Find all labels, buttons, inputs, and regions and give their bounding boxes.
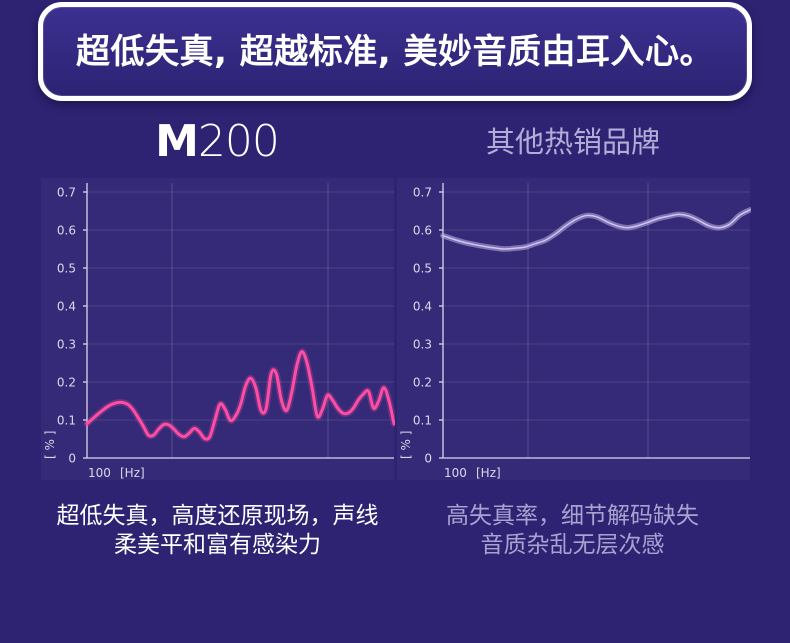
distortion-chart-m200: 0 0.1 0.2 0.3 0.4 0.5 0.6 0.7 [ % ] 100 [Hz] [41,178,395,480]
headline-banner: 超低失真, 超越标准, 美妙音质由耳入心。 [38,2,752,101]
y-tick-label: 0.5 [413,262,432,276]
y-tick-label: 0.2 [413,376,432,390]
caption-line: 音质杂乱无层次感 [480,532,665,558]
headline-text: 超低失真, 超越标准, 美妙音质由耳入心。 [75,31,714,72]
caption-line: 柔美平和富有感染力 [114,532,321,558]
product-heading-m200: M200 [39,117,395,167]
y-tick-label: 0.4 [413,300,432,314]
caption-line: 超低失真，高度还原现场，声线 [56,503,379,529]
caption-line: 高失真率，细节解码缺失 [446,503,699,529]
y-tick-label: 0 [68,452,76,466]
series-line [85,350,395,441]
x-axis-label: [Hz] [476,466,501,480]
caption-m200: 超低失真，高度还原现场，声线 柔美平和富有感染力 [20,502,415,560]
y-tick-label: 0.6 [413,224,432,238]
y-tick-label: 0.7 [413,186,432,200]
plot-background [41,178,394,480]
y-tick-label: 0.4 [57,300,76,314]
y-tick-label: 0.1 [413,414,432,428]
y-tick-label: 0.5 [57,262,76,276]
x-axis-label: [Hz] [120,466,145,480]
series-line-highlight [442,209,751,250]
y-tick-label: 0 [424,452,432,466]
x-tick-label: 100 [444,466,467,480]
brand-heading-suffix: 200 [197,116,280,167]
brand-heading-prefix: M [155,116,199,167]
x-tick-label: 100 [88,466,111,480]
y-tick-label: 0.2 [57,376,76,390]
y-tick-label: 0.3 [57,338,76,352]
product-heading-others: 其他热销品牌 [485,125,660,159]
y-tick-label: 0.3 [413,338,432,352]
y-tick-label: 0.1 [57,414,76,428]
y-axis-label: [ % ] [399,431,413,459]
distortion-chart-others: 0 0.1 0.2 0.3 0.4 0.5 0.6 0.7 [ % ] 100 [Hz] [399,183,751,480]
y-tick-label: 0.6 [57,224,76,238]
y-axis-label: [ % ] [43,431,57,459]
caption-others: 高失真率，细节解码缺失 音质杂乱无层次感 [375,502,770,560]
y-tick-label: 0.7 [57,186,76,200]
